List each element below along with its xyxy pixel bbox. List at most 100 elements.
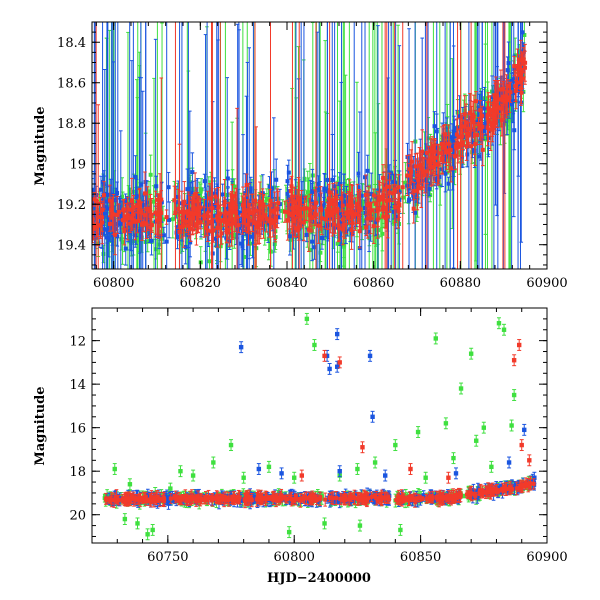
data-point xyxy=(439,151,444,156)
data-point xyxy=(273,215,278,220)
data-point xyxy=(443,132,448,137)
data-point xyxy=(365,168,370,173)
data-point xyxy=(310,239,315,244)
data-point xyxy=(522,32,527,37)
data-point xyxy=(129,198,134,203)
data-point xyxy=(338,232,343,237)
data-point xyxy=(195,210,200,215)
data-point xyxy=(288,237,293,242)
data-point xyxy=(199,212,204,217)
data-point xyxy=(437,148,442,153)
data-point xyxy=(161,233,166,238)
data-point xyxy=(238,210,243,215)
data-point xyxy=(295,208,300,213)
data-point xyxy=(141,221,146,226)
data-point xyxy=(369,192,374,197)
data-point xyxy=(274,177,279,182)
data-point xyxy=(211,228,216,233)
data-point xyxy=(110,233,115,238)
data-point xyxy=(191,206,196,211)
data-point xyxy=(244,182,249,187)
data-point xyxy=(245,214,250,219)
data-point xyxy=(483,135,488,140)
data-point xyxy=(228,224,233,229)
data-point xyxy=(221,218,226,223)
data-point xyxy=(246,226,251,231)
data-point xyxy=(336,223,341,228)
data-point xyxy=(245,222,250,227)
data-point xyxy=(136,209,141,214)
data-point xyxy=(210,206,215,211)
data-point xyxy=(198,220,203,225)
data-point xyxy=(507,95,512,100)
top-panel-data-points xyxy=(92,22,528,269)
data-point xyxy=(442,145,447,150)
data-point xyxy=(127,207,132,212)
data-point xyxy=(135,219,140,224)
data-point xyxy=(498,87,503,92)
data-point xyxy=(321,203,326,208)
data-point xyxy=(443,171,448,176)
data-point xyxy=(137,199,142,204)
data-point xyxy=(149,238,154,243)
data-point xyxy=(512,64,517,69)
data-point xyxy=(115,234,120,239)
data-point xyxy=(361,218,366,223)
data-point xyxy=(434,129,439,134)
data-point xyxy=(179,225,184,230)
data-point xyxy=(112,219,117,224)
data-point xyxy=(101,193,106,198)
data-point xyxy=(307,248,312,253)
data-point xyxy=(359,193,364,198)
data-point xyxy=(298,214,303,219)
data-point xyxy=(430,146,435,151)
data-point xyxy=(340,203,345,208)
data-point xyxy=(339,220,344,225)
series-red xyxy=(92,22,528,269)
data-point xyxy=(314,200,319,205)
data-point xyxy=(206,231,211,236)
data-point xyxy=(522,65,527,70)
data-point xyxy=(193,192,198,197)
data-point xyxy=(407,198,412,203)
data-point xyxy=(435,162,440,167)
data-point xyxy=(248,218,253,223)
data-point xyxy=(147,203,152,208)
data-point xyxy=(363,175,368,180)
data-point xyxy=(410,159,415,164)
data-point xyxy=(452,133,457,138)
data-point xyxy=(419,186,424,191)
data-point xyxy=(248,241,253,246)
data-point xyxy=(296,212,301,217)
data-point xyxy=(327,190,332,195)
data-point xyxy=(319,235,324,240)
data-point xyxy=(123,246,128,251)
data-point xyxy=(318,206,323,211)
data-point xyxy=(206,208,211,213)
data-point xyxy=(331,207,336,212)
data-point xyxy=(213,236,218,241)
data-point xyxy=(519,90,524,95)
data-point xyxy=(457,114,462,119)
data-point xyxy=(332,184,337,189)
data-point xyxy=(454,132,459,137)
data-point xyxy=(206,214,211,219)
data-point xyxy=(505,68,510,73)
data-point xyxy=(495,110,500,115)
data-point xyxy=(145,239,150,244)
data-point xyxy=(112,187,117,192)
data-point xyxy=(306,194,311,199)
data-point xyxy=(403,180,408,185)
data-point xyxy=(504,118,509,123)
data-point xyxy=(373,220,378,225)
data-point xyxy=(424,150,429,155)
data-point xyxy=(259,195,264,200)
data-point xyxy=(413,164,418,169)
data-point xyxy=(188,190,193,195)
data-point xyxy=(452,154,457,159)
data-point xyxy=(343,229,348,234)
data-point xyxy=(393,205,398,210)
data-point xyxy=(318,250,323,255)
data-point xyxy=(242,212,247,217)
data-point xyxy=(142,191,147,196)
